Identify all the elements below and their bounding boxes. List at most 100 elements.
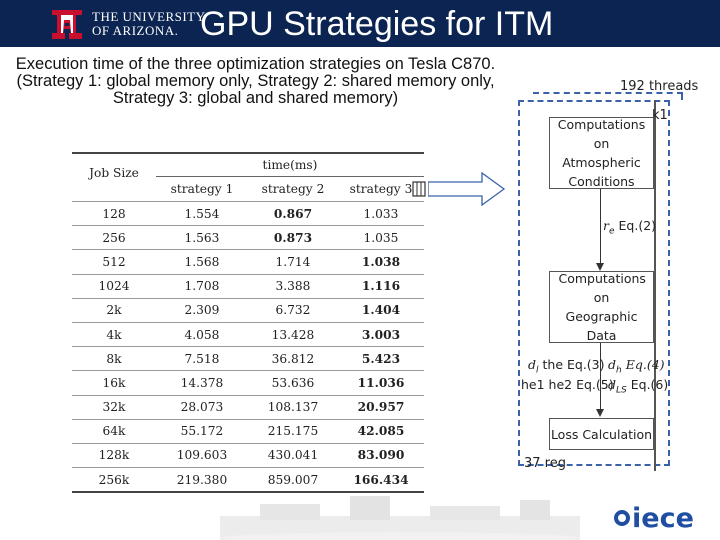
iece-logo-text: iece: [632, 503, 694, 534]
table-row: 64k 55.172 215.175 42.085: [72, 418, 424, 444]
eq-4-text: Eq.(4): [625, 357, 665, 372]
strategy-3-cell: 1.038: [338, 249, 424, 275]
flow-arrowhead-2-icon: [596, 409, 604, 417]
register-count-label: 37 reg: [524, 456, 566, 471]
strategy-1-cell: 1.568: [156, 249, 248, 275]
strategy-2-cell: 6.732: [248, 297, 338, 323]
strategy-2-cell: 108.137: [248, 394, 338, 420]
strategy-1-cell: 7.518: [156, 346, 248, 371]
job-size-cell: 64k: [72, 418, 156, 444]
arizona-a-logo-icon: [52, 10, 82, 39]
job-size-cell: 512: [72, 249, 156, 275]
eq-var-r: r: [603, 218, 609, 233]
job-size-cell: 128k: [72, 442, 156, 468]
atmospheric-computation-text: Computations on Atmospheric Conditions: [557, 117, 646, 189]
threads-label: 192 threads: [620, 79, 699, 94]
strategy-1-cell: 109.603: [156, 442, 248, 468]
equation-4-label: dh Eq.(4): [608, 357, 665, 376]
equation-5-label: he1 he2 Eq.(5): [521, 377, 614, 392]
strategy-3-cell: 1.116: [338, 273, 424, 299]
time-group-header: time(ms): [156, 152, 424, 177]
strategy-2-header: strategy 2: [261, 182, 325, 196]
job-size-header-text: Job Size: [89, 166, 139, 180]
flow-line-1: [600, 189, 602, 265]
geographic-computation-text: Computations on Geographic Data: [558, 271, 646, 343]
job-size-cell: 32k: [72, 394, 156, 420]
selection-bracket-icon: [412, 181, 426, 197]
loss-calculation-box: Loss Calculation: [549, 418, 654, 450]
equation-2-label: re Eq.(2): [603, 218, 656, 237]
strategy-2-cell: 13.428: [248, 321, 338, 347]
thread-block-top-border: [533, 92, 683, 100]
strategy-3-cell: 1.404: [338, 297, 424, 323]
university-line-1: THE UNIVERSITY: [92, 9, 206, 24]
strategy-1-cell: 2.309: [156, 297, 248, 323]
strategy-2-cell: 36.812: [248, 346, 338, 371]
job-size-cell: 128: [72, 200, 156, 226]
strategy-1-cell: 4.058: [156, 321, 248, 347]
strategy-2-cell: 0.873: [248, 225, 338, 250]
strategy-3-cell: 11.036: [338, 370, 424, 395]
campus-watermark-image: [220, 496, 580, 540]
table-row: 32k 28.073 108.137 20.957: [72, 394, 424, 420]
table-row: 256 1.563 0.873 1.035: [72, 225, 424, 250]
flow-line-2: [600, 343, 602, 411]
table-row: 512 1.568 1.714 1.038: [72, 249, 424, 275]
strategy-2-cell: 430.041: [248, 442, 338, 468]
thread-block-frame: [518, 100, 670, 466]
kernel-label: k1: [652, 108, 668, 123]
eq-6-text: Eq.(6): [630, 377, 669, 392]
strategy-3-header: strategy 3: [349, 182, 413, 196]
slide-title: GPU Strategies for ITM: [200, 5, 554, 43]
strategy-3-cell: 83.090: [338, 442, 424, 468]
strategy-1-cell: 1.554: [156, 200, 248, 226]
job-size-cell: 16k: [72, 370, 156, 395]
strategy-1-cell: 14.378: [156, 370, 248, 395]
table-row: 16k 14.378 53.636 11.036: [72, 370, 424, 395]
right-arrow-icon: [428, 172, 506, 206]
strategy-2-cell: 1.714: [248, 249, 338, 275]
job-size-cell: 256k: [72, 467, 156, 494]
iece-logo-icon: iece: [614, 503, 694, 534]
equation-6-label: dLS Eq.(6): [608, 377, 669, 396]
strategy-3-cell: 42.085: [338, 418, 424, 444]
strategy-2-cell: 53.636: [248, 370, 338, 395]
table-row: 128k 109.603 430.041 83.090: [72, 442, 424, 468]
table-row: 1024 1.708 3.388 1.116: [72, 273, 424, 299]
table-body: 128 1.554 0.867 1.033 256 1.563 0.873 1.035 512 1…: [72, 200, 424, 494]
strategy-3-cell: 3.003: [338, 321, 424, 347]
table-row: 256k 219.380 859.007 166.434: [72, 467, 424, 494]
strategy-3-cell: 20.957: [338, 394, 424, 420]
strategy-1-cell: 219.380: [156, 467, 248, 494]
loss-calculation-text: Loss Calculation: [550, 426, 653, 442]
strategy-3-cell: 1.033: [338, 200, 424, 226]
eq-2-text: Eq.(2): [618, 218, 657, 233]
university-line-2: OF ARIZONA.: [92, 23, 179, 38]
strategy-1-cell: 55.172: [156, 418, 248, 444]
strategy-1-header: strategy 1: [170, 182, 234, 196]
table-row: 128 1.554 0.867 1.033: [72, 200, 424, 226]
kernel-boundary-line: [654, 100, 656, 471]
strategy-3-cell: 5.423: [338, 346, 424, 371]
job-size-cell: 1024: [72, 273, 156, 299]
atmospheric-computation-box: Computations on Atmospheric Conditions: [549, 117, 654, 189]
strategy-1-cell: 1.708: [156, 273, 248, 299]
job-size-header: Job Size: [72, 152, 156, 202]
table-row: 2k 2.309 6.732 1.404: [72, 297, 424, 323]
strategy-2-cell: 0.867: [248, 200, 338, 226]
execution-time-table: Job Size time(ms) strategy 1 strategy 2 …: [72, 152, 424, 494]
strategy-2-cell: 3.388: [248, 273, 338, 299]
eq-sub-e: e: [608, 226, 615, 237]
geographic-computation-box: Computations on Geographic Data: [549, 271, 654, 343]
table-row: 8k 7.518 36.812 5.423: [72, 346, 424, 371]
strategy-3-cell: 166.434: [338, 467, 424, 494]
job-size-cell: 8k: [72, 346, 156, 371]
strategy-3-cell: 1.035: [338, 225, 424, 250]
eq-3-text: the Eq.(3): [542, 357, 605, 372]
job-size-cell: 4k: [72, 321, 156, 347]
strategy-1-cell: 1.563: [156, 225, 248, 250]
strategy-2-cell: 215.175: [248, 418, 338, 444]
job-size-cell: 2k: [72, 297, 156, 323]
university-wordmark: THE UNIVERSITY OF ARIZONA.: [92, 10, 206, 38]
strategy-2-cell: 859.007: [248, 467, 338, 494]
